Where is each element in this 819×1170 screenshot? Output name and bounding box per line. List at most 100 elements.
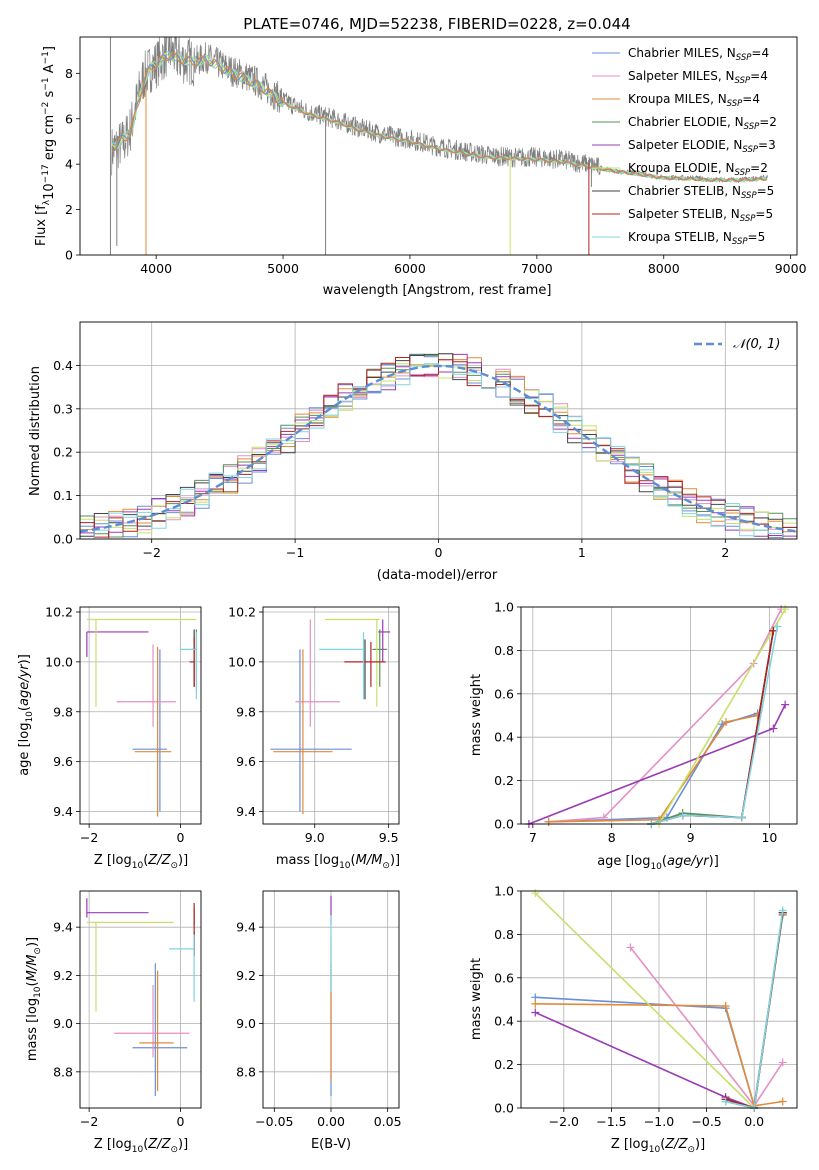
x-tick-label: 5000 (267, 261, 299, 276)
y-tick-label: 9.6 (236, 754, 256, 769)
label-part: )] (709, 854, 719, 869)
legend-label: Salpeter MILES, NSSP=4 (628, 69, 768, 86)
label-part: s (42, 90, 57, 101)
axes-frame (520, 890, 798, 1109)
legend-eq: = (742, 92, 752, 106)
label-part: Z [log (94, 853, 132, 868)
normal-curve (80, 364, 797, 533)
series-line (528, 704, 786, 825)
legend-eq: = (750, 161, 760, 175)
label-part: 10 (42, 183, 57, 200)
y-axis-label: age [log10(age/yr)] (17, 654, 35, 776)
y-axis-label: mass weight (469, 958, 484, 1040)
x-tick-label: 9.0 (305, 830, 325, 845)
label-part: Z/Z (147, 853, 171, 868)
spectrum-plot (109, 37, 769, 255)
legend-ssp: 3 (768, 138, 776, 152)
label-part: Z/Z (664, 1137, 688, 1152)
model-line (111, 51, 767, 182)
label-part: )] (17, 654, 32, 664)
y-tick-label: 9.0 (236, 1016, 256, 1031)
y-tick-label: 10.2 (45, 604, 73, 619)
series-marker (626, 943, 635, 952)
label-part: )] (178, 853, 188, 868)
x-tick-label: 0.0 (744, 1114, 764, 1129)
legend-n: , N (715, 230, 732, 244)
figure-title: PLATE=0746, MJD=52238, FIBERID=0228, z=0… (243, 15, 630, 33)
legend-name: Salpeter MILES (628, 69, 718, 83)
x-tick-label: 10 (761, 830, 777, 845)
label-part: ( (143, 853, 148, 868)
y-tick-label: 9.2 (53, 968, 73, 983)
legend-ssp: 5 (767, 184, 775, 198)
histogram-step (80, 363, 797, 539)
label-part: age [log (17, 723, 32, 776)
x-tick-label: 7 (529, 830, 537, 845)
y-tick-label: 0.2 (494, 773, 514, 788)
axes-mass_vs_Z: −2 0 8.8 9.0 9.2 9.4 (53, 891, 201, 1129)
legend-ssp: 5 (765, 207, 773, 221)
legend-n: , N (727, 115, 744, 129)
y-tick-label: 8 (65, 66, 73, 81)
label-part: Flux [f (34, 205, 49, 246)
y-tick-label: 0.4 (494, 1014, 514, 1029)
x-tick-label: 2 (721, 545, 729, 560)
legend-name: Chabrier ELODIE (628, 115, 727, 129)
y-tick-label: 1.0 (494, 884, 514, 899)
axes-mass_vs_ebv: −0.05 0.00 0.05 8.8 9.0 9.2 9.4 (236, 891, 402, 1129)
x-tick-label: 0 (176, 1114, 184, 1129)
y-tick-label: 0.8 (494, 643, 514, 658)
y-tick-label: 9.4 (236, 804, 256, 819)
label-part: A (42, 64, 57, 77)
series-line (548, 608, 782, 823)
legend-ssp: 4 (752, 92, 760, 106)
y-tick-label: 2 (65, 202, 73, 217)
axes-frame (262, 606, 400, 825)
x-tick-label: 4000 (140, 261, 172, 276)
legend-eq: = (750, 69, 760, 83)
y-tick-label: 4 (65, 157, 73, 172)
label-part: ⊙ (170, 861, 178, 871)
x-tick-label: 9 (687, 830, 695, 845)
series-marker (721, 1097, 730, 1106)
series-marker (781, 605, 790, 614)
label-part: 10 (650, 862, 662, 872)
label-part: ⊙ (382, 861, 390, 871)
y-tick-label: 0.4 (53, 358, 73, 373)
legend-sub: SSP (735, 168, 751, 178)
y-tick-label: 0.2 (494, 1057, 514, 1072)
y-tick-label: 9.8 (236, 704, 256, 719)
legend-sub: SSP (741, 191, 757, 201)
y-tick-label: 0.0 (494, 1101, 514, 1116)
x-tick-label: 1 (578, 545, 586, 560)
label-part: age/yr (17, 663, 32, 706)
series-marker (531, 1008, 540, 1017)
axes-residuals: −2 −1 0 1 2 0.0 0.1 0.2 0.3 0.4 (53, 322, 797, 560)
label-part: −1 (41, 51, 51, 64)
label-part: ( (143, 1137, 148, 1152)
label-part: )] (695, 1137, 705, 1152)
y-tick-label: 9.4 (236, 920, 256, 935)
label-part: Z/Z (147, 1137, 171, 1152)
legend-name: Chabrier STELIB (628, 184, 724, 198)
axes-weight_vs_Z: −2.0 −1.5 −1.0 −0.5 0.0 0.0 0.2 0.4 0.6 0.8 1.0 (494, 884, 797, 1129)
series-line (650, 626, 779, 825)
x-axis-label: Z [log10(Z/Z⊙)] (611, 1137, 705, 1155)
axes-frame (79, 606, 202, 825)
x-axis-label: Z [log10(Z/Z⊙)] (94, 1137, 188, 1155)
x-tick-label: 9000 (775, 261, 807, 276)
legend-label: Salpeter STELIB, NSSP=5 (628, 207, 773, 224)
x-tick-label: 6000 (394, 261, 426, 276)
x-tick-label: −1 (286, 545, 304, 560)
x-tick-label: 7000 (521, 261, 553, 276)
label-part: 10 (25, 711, 35, 723)
legend-n: , N (718, 69, 735, 83)
series-marker (769, 724, 778, 733)
y-tick-label: 9.8 (53, 704, 73, 719)
y-tick-label: 0.6 (494, 686, 514, 701)
y-tick-label: 0.1 (53, 488, 73, 503)
legend-ssp: 4 (761, 46, 769, 60)
x-tick-label: 0 (176, 830, 184, 845)
axes-frame (79, 321, 798, 540)
